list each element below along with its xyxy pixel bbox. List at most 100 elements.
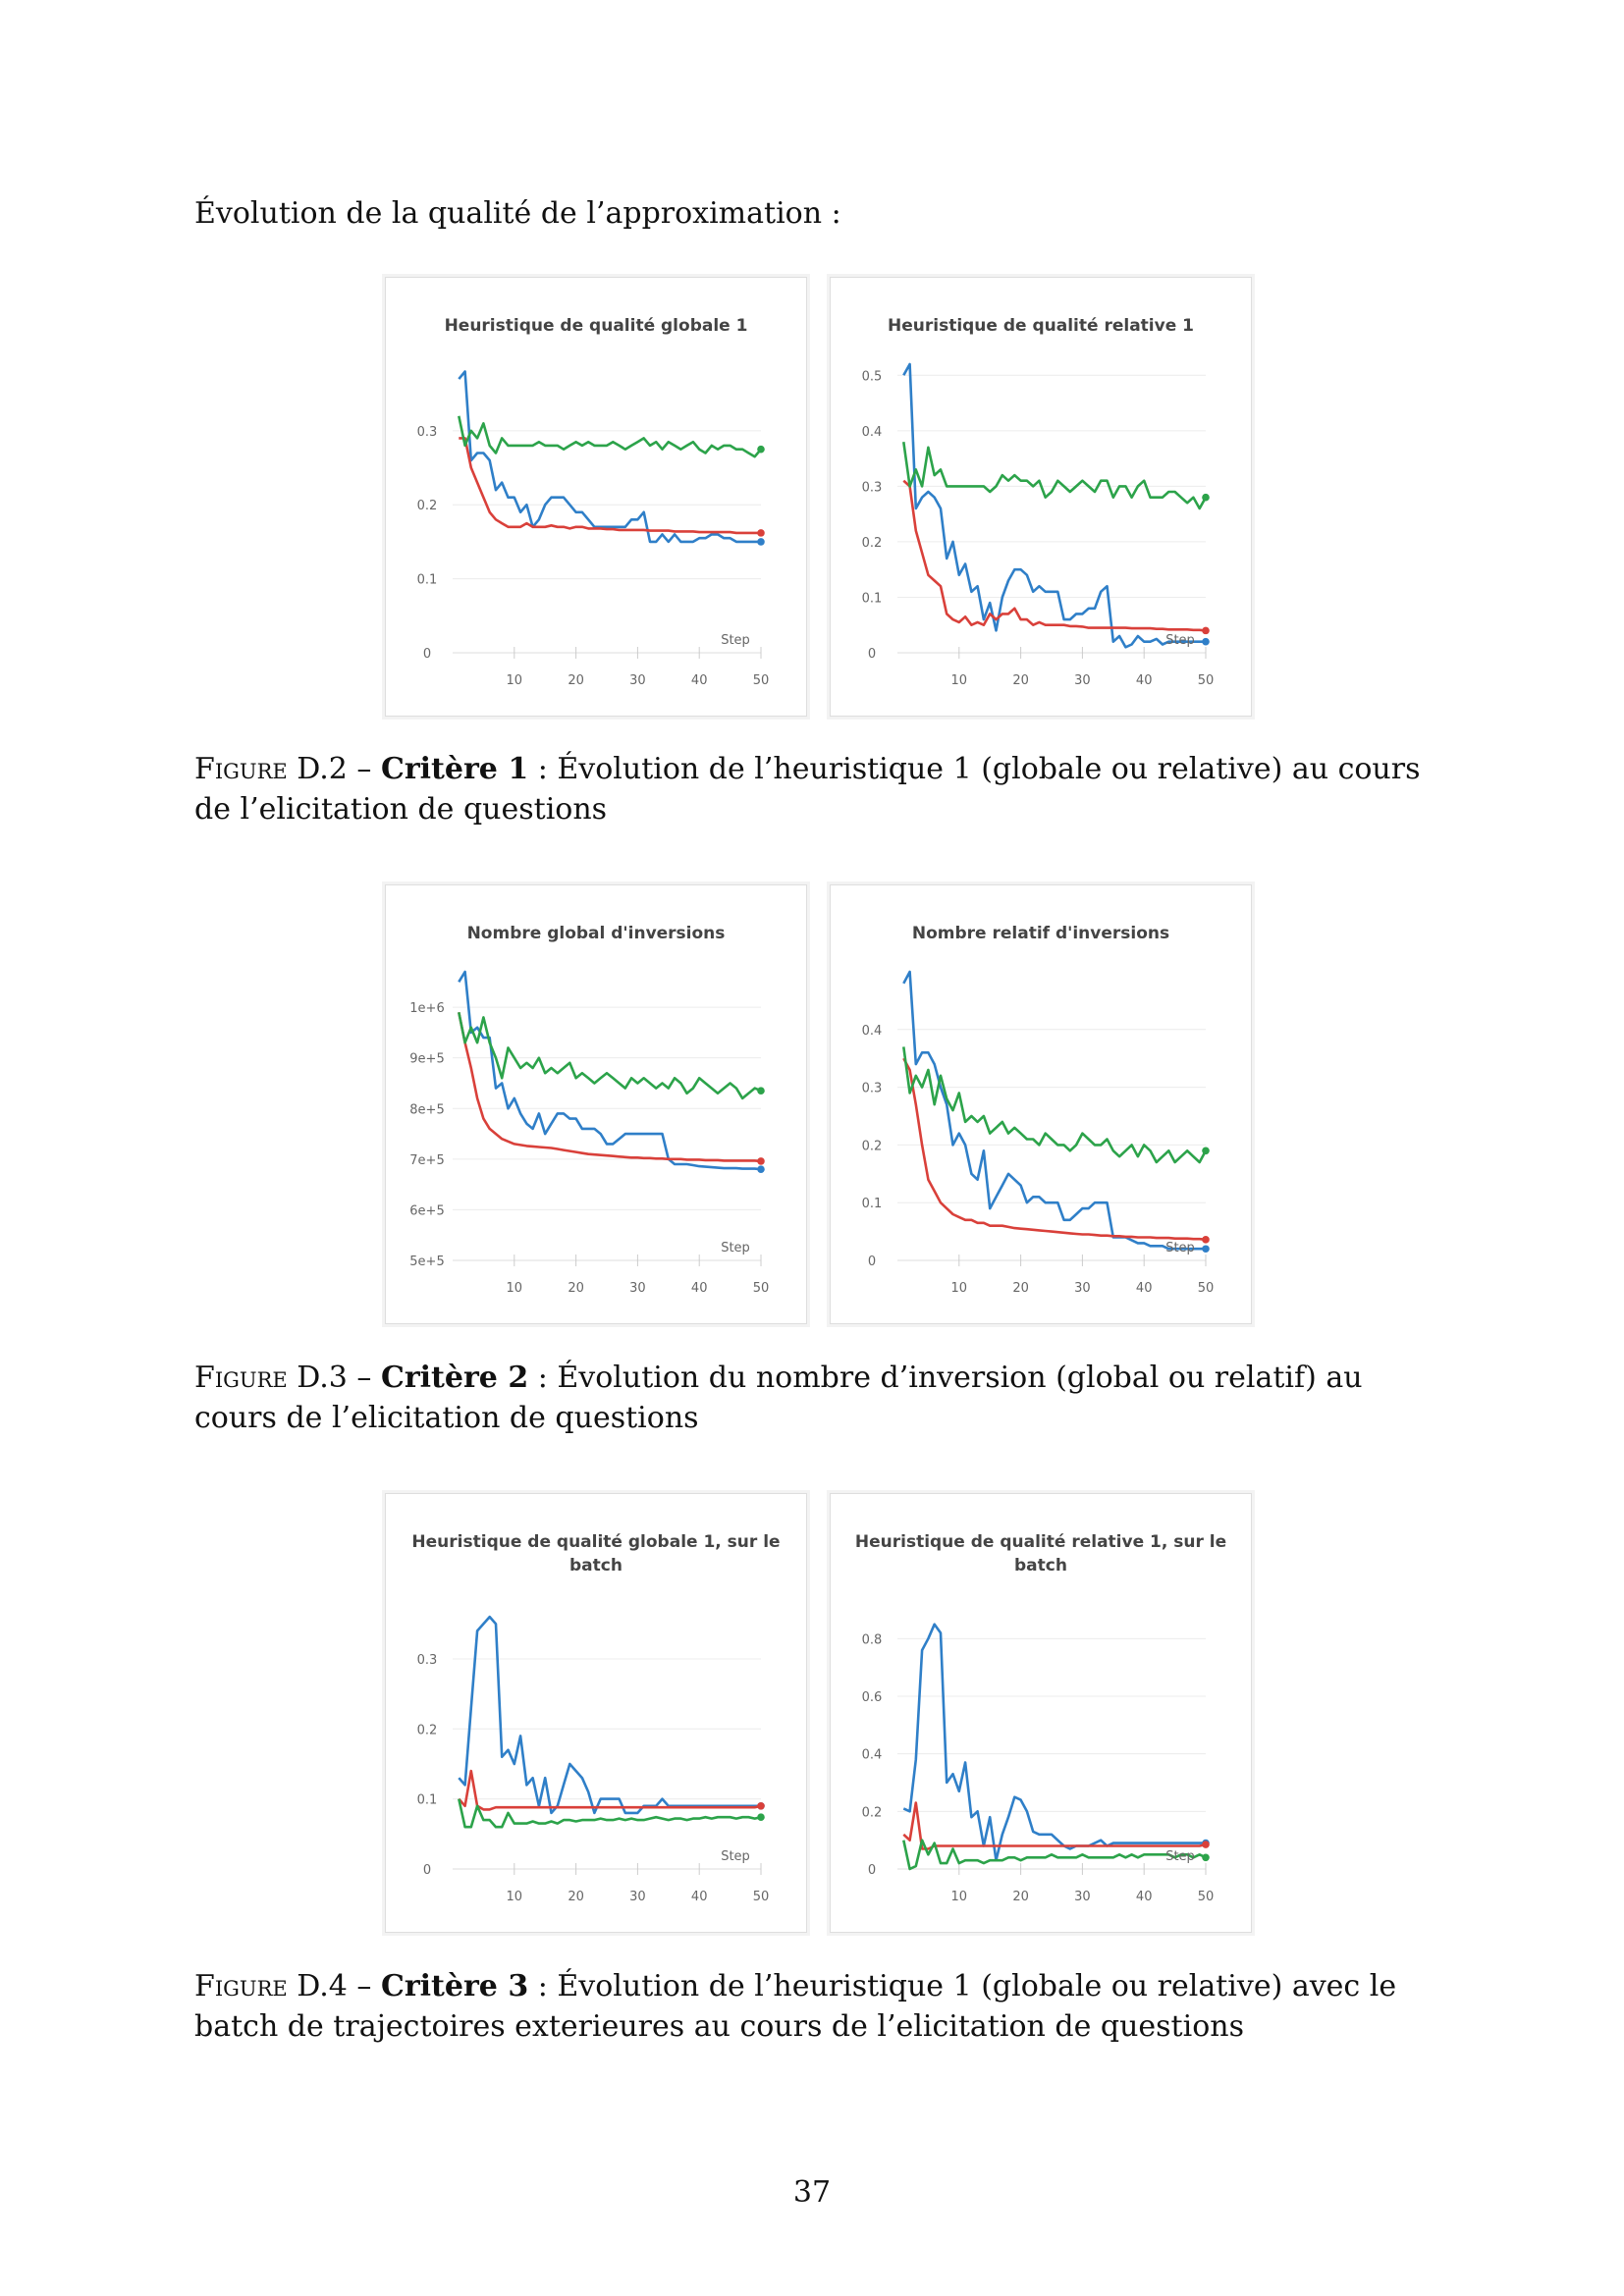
y-tick-label: 0.2 bbox=[862, 1805, 883, 1820]
series-endpoint-blue bbox=[1202, 637, 1210, 646]
series-line-green bbox=[902, 442, 1208, 510]
series-line-red bbox=[459, 437, 761, 535]
figure-d4-row: Heuristique de qualité globale 1, sur le… bbox=[0, 1493, 1624, 1945]
caption-separator: – bbox=[347, 1969, 381, 2003]
series-endpoint-green bbox=[1202, 1853, 1210, 1862]
series-endpoint-red bbox=[1202, 1841, 1210, 1848]
y-tick-label: 0.3 bbox=[417, 425, 438, 440]
y-tick-label: 0.1 bbox=[862, 1197, 883, 1211]
x-tick-label: 50 bbox=[753, 673, 770, 688]
y-tick-label: 0.5 bbox=[862, 369, 883, 384]
y-tick-label: 0 bbox=[868, 1863, 876, 1878]
y-tick-label: 0.3 bbox=[862, 480, 883, 495]
chart-svg: Heuristique de qualité relative 1 0 0.1 0.2… bbox=[862, 316, 1215, 688]
series-line-blue bbox=[458, 370, 761, 544]
y-tick-label: 0 bbox=[423, 1863, 431, 1878]
caption-text: : Évolution de l’heuristique 1 (globale … bbox=[194, 1969, 1397, 2044]
series-endpoint-green bbox=[757, 1813, 765, 1821]
chart-panel-relatif-inversions: Nombre relatif d'inversions 0 0.1 0.2 0.3 0.4… bbox=[830, 884, 1252, 1324]
figure-d3-row: Nombre global d'inversions 5e+5 6e+5 7e+5 8e… bbox=[0, 884, 1624, 1336]
y-tick-label: 7e+5 bbox=[409, 1153, 444, 1168]
y-tick-label: 0 bbox=[423, 647, 431, 662]
y-tick-label: 0.3 bbox=[417, 1653, 438, 1668]
series-line-green bbox=[458, 415, 762, 458]
x-axis-label: Step bbox=[1165, 1849, 1195, 1864]
x-tick-label: 10 bbox=[951, 1890, 968, 1904]
y-tick-label: 0.4 bbox=[862, 1024, 883, 1039]
y-tick-label: 0.4 bbox=[862, 1748, 883, 1763]
caption-separator: – bbox=[347, 1361, 381, 1395]
series-endpoint-green bbox=[1202, 1147, 1210, 1155]
figure-label: Figure D.3 bbox=[194, 1361, 348, 1395]
x-axis-label: Step bbox=[1165, 633, 1195, 648]
y-tick-label: 0 bbox=[868, 647, 876, 662]
x-tick-label: 10 bbox=[951, 673, 968, 688]
figure-caption-d3: Figure D.3 – Critère 2 : Évolution du no… bbox=[194, 1358, 1453, 1438]
figure-label: Figure D.2 bbox=[194, 752, 348, 786]
caption-text: : Évolution du nombre d’inversion (globa… bbox=[194, 1361, 1363, 1435]
x-axis-label: Step bbox=[721, 1849, 750, 1864]
chart-svg: Heuristique de qualité globale 1, sur le… bbox=[411, 1532, 780, 1904]
x-tick-label: 30 bbox=[629, 673, 646, 688]
x-tick-label: 30 bbox=[1074, 1281, 1091, 1296]
x-axis-label: Step bbox=[721, 633, 750, 648]
x-tick-label: 10 bbox=[507, 673, 523, 688]
series-endpoint-green bbox=[757, 1087, 765, 1095]
x-tick-label: 40 bbox=[691, 673, 708, 688]
caption-bold: Critère 3 bbox=[380, 1969, 529, 2003]
chart-title: batch bbox=[1014, 1556, 1067, 1575]
x-tick-label: 20 bbox=[1012, 673, 1029, 688]
page-number: 37 bbox=[792, 2175, 832, 2210]
x-tick-label: 20 bbox=[1012, 1281, 1029, 1296]
series-line-red bbox=[458, 1769, 762, 1811]
x-tick-label: 30 bbox=[629, 1890, 646, 1904]
y-tick-label: 8e+5 bbox=[409, 1102, 444, 1117]
caption-bold: Critère 1 bbox=[380, 752, 529, 786]
y-tick-label: 0.1 bbox=[417, 573, 438, 588]
x-tick-label: 40 bbox=[1136, 673, 1153, 688]
intro-text: Évolution de la qualité de l’approximati… bbox=[194, 196, 841, 231]
chart-title: Heuristique de qualité globale 1 bbox=[445, 316, 748, 336]
series-line-red bbox=[902, 479, 1207, 632]
chart-panel-relative-1: Heuristique de qualité relative 1 0 0.1 0.2… bbox=[830, 277, 1252, 717]
series-line-red bbox=[902, 1801, 1207, 1850]
y-tick-label: 0.2 bbox=[862, 536, 883, 551]
figure-caption-d2: Figure D.2 – Critère 1 : Évolution de l’… bbox=[194, 749, 1453, 829]
series-endpoint-blue bbox=[1202, 1245, 1210, 1254]
series-line-green bbox=[902, 1839, 1207, 1871]
series-endpoint-red bbox=[757, 1801, 765, 1810]
x-tick-label: 30 bbox=[1074, 673, 1091, 688]
chart-title: Nombre relatif d'inversions bbox=[912, 924, 1169, 943]
x-axis-label: Step bbox=[721, 1241, 750, 1255]
chart-title: batch bbox=[569, 1556, 623, 1575]
series-endpoint-green bbox=[1202, 493, 1210, 502]
x-tick-label: 10 bbox=[507, 1890, 523, 1904]
series-line-blue bbox=[902, 970, 1206, 1251]
series-line-blue bbox=[458, 1615, 761, 1815]
x-tick-label: 50 bbox=[1198, 1281, 1215, 1296]
x-tick-label: 10 bbox=[507, 1281, 523, 1296]
series-endpoint-green bbox=[757, 445, 765, 454]
x-tick-label: 50 bbox=[1198, 673, 1215, 688]
series-line-green bbox=[458, 1012, 762, 1100]
x-tick-label: 10 bbox=[951, 1281, 968, 1296]
x-axis-label: Step bbox=[1165, 1241, 1195, 1255]
figure-d2-row: Heuristique de qualité globale 1 0 0.1 0.2 0… bbox=[0, 277, 1624, 728]
x-tick-label: 50 bbox=[1198, 1890, 1215, 1904]
x-tick-label: 20 bbox=[568, 1890, 584, 1904]
caption-separator: – bbox=[347, 752, 381, 786]
x-tick-label: 20 bbox=[568, 1281, 584, 1296]
x-tick-label: 40 bbox=[1136, 1281, 1153, 1296]
y-tick-label: 0.4 bbox=[862, 425, 883, 440]
chart-panel-globale-batch: Heuristique de qualité globale 1, sur le… bbox=[385, 1493, 807, 1933]
series-endpoint-red bbox=[757, 1157, 765, 1165]
series-endpoint-red bbox=[1202, 1236, 1210, 1244]
chart-title: Nombre global d'inversions bbox=[467, 924, 726, 943]
series-endpoint-blue bbox=[757, 538, 765, 546]
y-tick-label: 0.1 bbox=[417, 1793, 438, 1808]
chart-panel-global-inversions: Nombre global d'inversions 5e+5 6e+5 7e+5 8e… bbox=[385, 884, 807, 1324]
x-tick-label: 40 bbox=[691, 1281, 708, 1296]
y-tick-label: 0.6 bbox=[862, 1690, 883, 1705]
series-line-green bbox=[902, 1046, 1208, 1164]
figure-caption-d4: Figure D.4 – Critère 3 : Évolution de l’… bbox=[194, 1966, 1453, 2047]
